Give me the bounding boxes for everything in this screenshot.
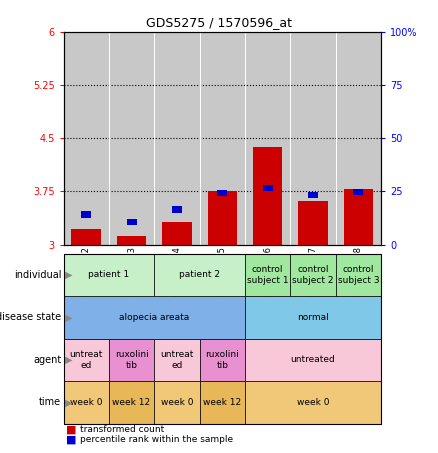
Bar [64,254,154,296]
Bar [245,254,290,296]
Bar [290,254,336,296]
Text: patient 1: patient 1 [88,270,130,280]
Text: week 12: week 12 [113,398,151,407]
Bar [245,296,381,339]
Bar [109,381,154,424]
Text: ■: ■ [66,434,76,444]
Bar [245,381,381,424]
Bar [117,236,146,245]
Bar [298,201,328,245]
Text: GDS5275 / 1570596_at: GDS5275 / 1570596_at [146,16,292,29]
Bar [71,229,101,245]
Text: time: time [39,397,61,407]
Bar [81,211,91,217]
Text: control
subject 3: control subject 3 [338,265,379,284]
Bar [64,381,109,424]
Bar [127,219,137,226]
Bar [245,339,381,381]
Text: untreat
ed: untreat ed [70,350,103,370]
Bar [154,381,200,424]
Bar [308,192,318,198]
Bar [263,185,272,192]
Bar [154,254,245,296]
Text: ▶: ▶ [65,313,72,323]
Text: untreated: untreated [291,355,336,364]
Text: alopecia areata: alopecia areata [119,313,189,322]
Text: control
subject 1: control subject 1 [247,265,289,284]
Text: ruxolini
tib: ruxolini tib [205,350,239,370]
Text: ▶: ▶ [65,270,72,280]
Text: week 12: week 12 [203,398,241,407]
Text: ■: ■ [66,424,76,434]
Text: week 0: week 0 [70,398,102,407]
Text: week 0: week 0 [297,398,329,407]
Text: patient 2: patient 2 [179,270,220,280]
Text: individual: individual [14,270,61,280]
Bar [154,339,200,381]
Bar [217,190,227,196]
Bar [64,339,109,381]
Bar [200,381,245,424]
Text: ruxolini
tib: ruxolini tib [115,350,148,370]
Bar [64,296,245,339]
Bar [208,192,237,245]
Bar [253,147,283,245]
Bar [336,254,381,296]
Text: agent: agent [33,355,61,365]
Text: ▶: ▶ [65,397,72,407]
Bar [162,222,192,245]
Text: normal: normal [297,313,329,322]
Bar [109,339,154,381]
Text: ▶: ▶ [65,355,72,365]
Text: percentile rank within the sample: percentile rank within the sample [80,435,233,444]
Bar [172,206,182,213]
Text: week 0: week 0 [161,398,193,407]
Text: transformed count: transformed count [80,425,164,434]
Text: control
subject 2: control subject 2 [292,265,334,284]
Text: untreat
ed: untreat ed [160,350,194,370]
Bar [344,189,373,245]
Text: disease state: disease state [0,313,61,323]
Bar [353,188,364,195]
Bar [200,339,245,381]
